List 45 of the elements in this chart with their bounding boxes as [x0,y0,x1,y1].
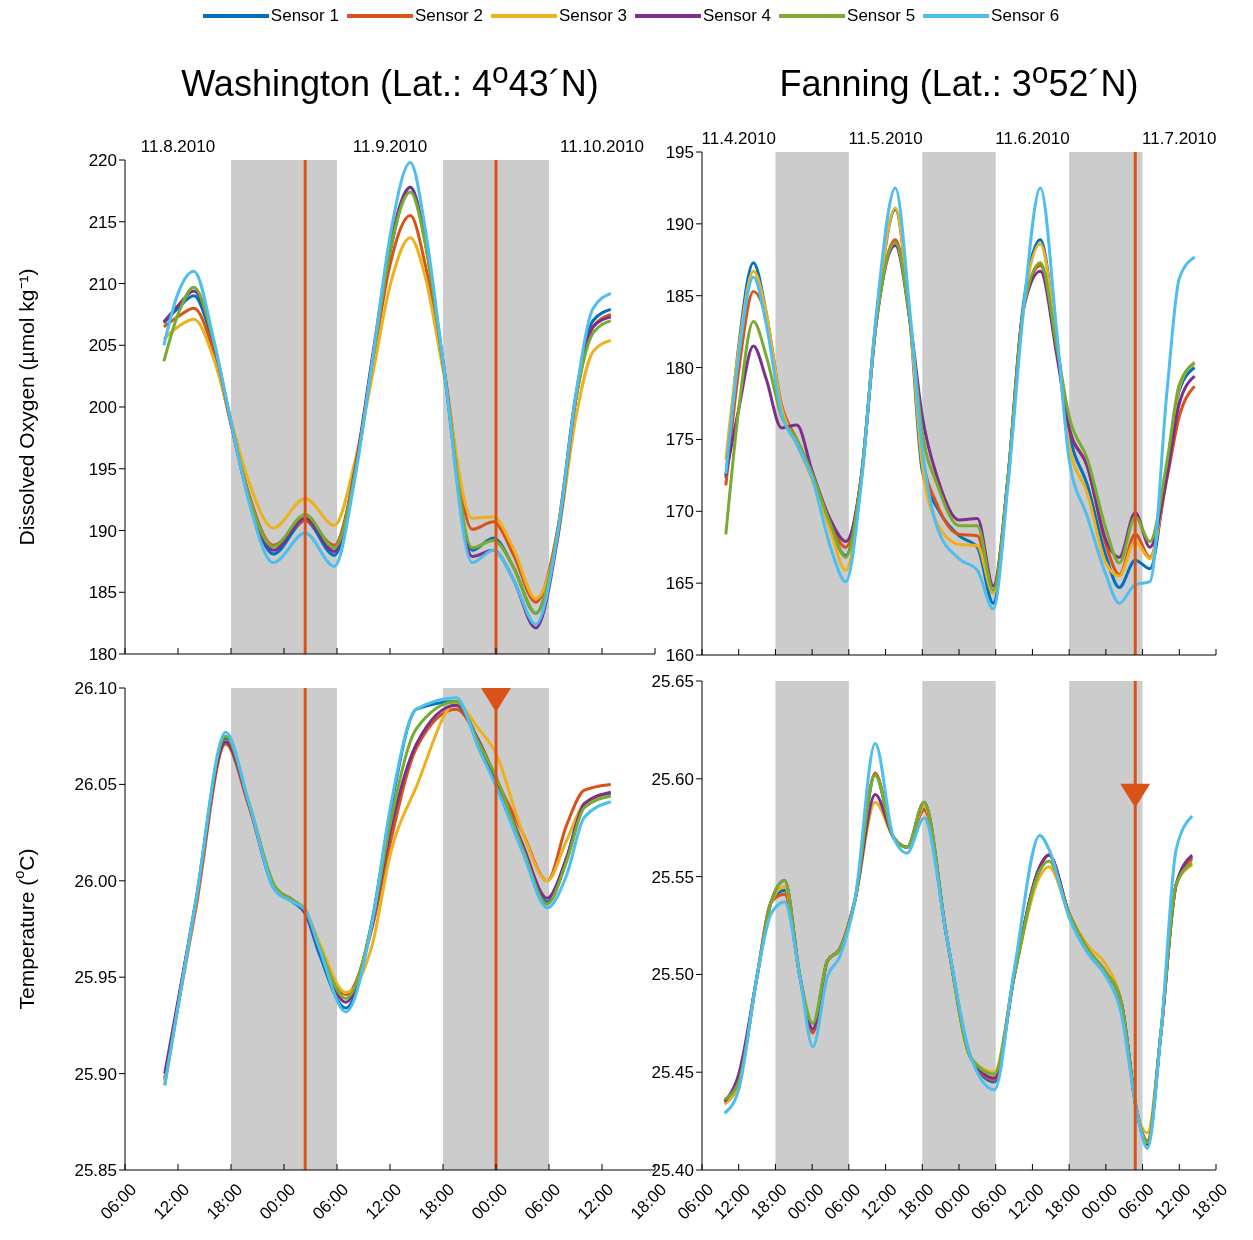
y-tick-label: 185 [88,583,117,603]
legend-label: Sensor 3 [558,6,627,26]
y-tick-label: 190 [88,521,117,541]
y-tick-label: 25.85 [74,1161,117,1181]
y-tick-label: 26.00 [74,871,117,891]
text: 11.8.2010 [140,137,216,156]
legend-label: Sensor 6 [991,6,1060,26]
text: 11.7.2010 [1142,129,1217,148]
y-tick-label: 195 [665,143,694,163]
text: 11.4.2010 [701,129,776,148]
y-tick-label: 180 [665,358,694,378]
y-tick-label: 190 [665,214,694,234]
y-tick-label: 26.10 [74,679,117,699]
y-tick-label: 25.95 [74,968,117,988]
y-tick-label: 25.90 [74,1064,117,1084]
y-tick-label: 25.50 [651,965,694,985]
chart-title: Washington (Lat.: 4$^{o}$43´N) [180,55,600,104]
text: 11.6.2010 [995,129,1070,148]
y-tick-label: 210 [88,274,117,294]
y-tick-label: 215 [88,212,117,232]
y-tick-label: 175 [665,430,694,450]
y-tick-label: 200 [88,398,117,418]
y-tick-label: 170 [665,502,694,522]
y-tick-label: 165 [665,574,694,594]
y-tick-label: 25.55 [651,867,694,887]
legend-label: Sensor 4 [703,6,772,26]
text: 11.9.2010 [352,137,428,156]
y-tick-label: 25.60 [651,769,694,789]
legend-label: Sensor 1 [270,6,339,26]
y-tick-label: 195 [88,459,117,479]
chart-title: Fanning (Lat.: 3$^{o}$52´N) [778,55,1140,104]
y-tick-label: 220 [88,151,117,171]
y-tick-label: 25.65 [651,672,694,692]
y-tick-label: 25.40 [651,1161,694,1181]
legend-label: Sensor 5 [847,6,916,26]
y-tick-label: 25.45 [651,1063,694,1083]
y-tick-label: 26.05 [74,775,117,795]
text: 11.5.2010 [848,129,923,148]
y-tick-label: 180 [88,645,117,665]
y-tick-label: 185 [665,286,694,306]
legend-label: Sensor 2 [414,6,483,26]
y-tick-label: 205 [88,336,117,356]
text: 11.10.2010 [560,137,644,156]
y-tick-label: 160 [665,646,694,666]
y-axis-title: Dissolved Oxygen (µmol kg⁻¹) [14,268,38,546]
